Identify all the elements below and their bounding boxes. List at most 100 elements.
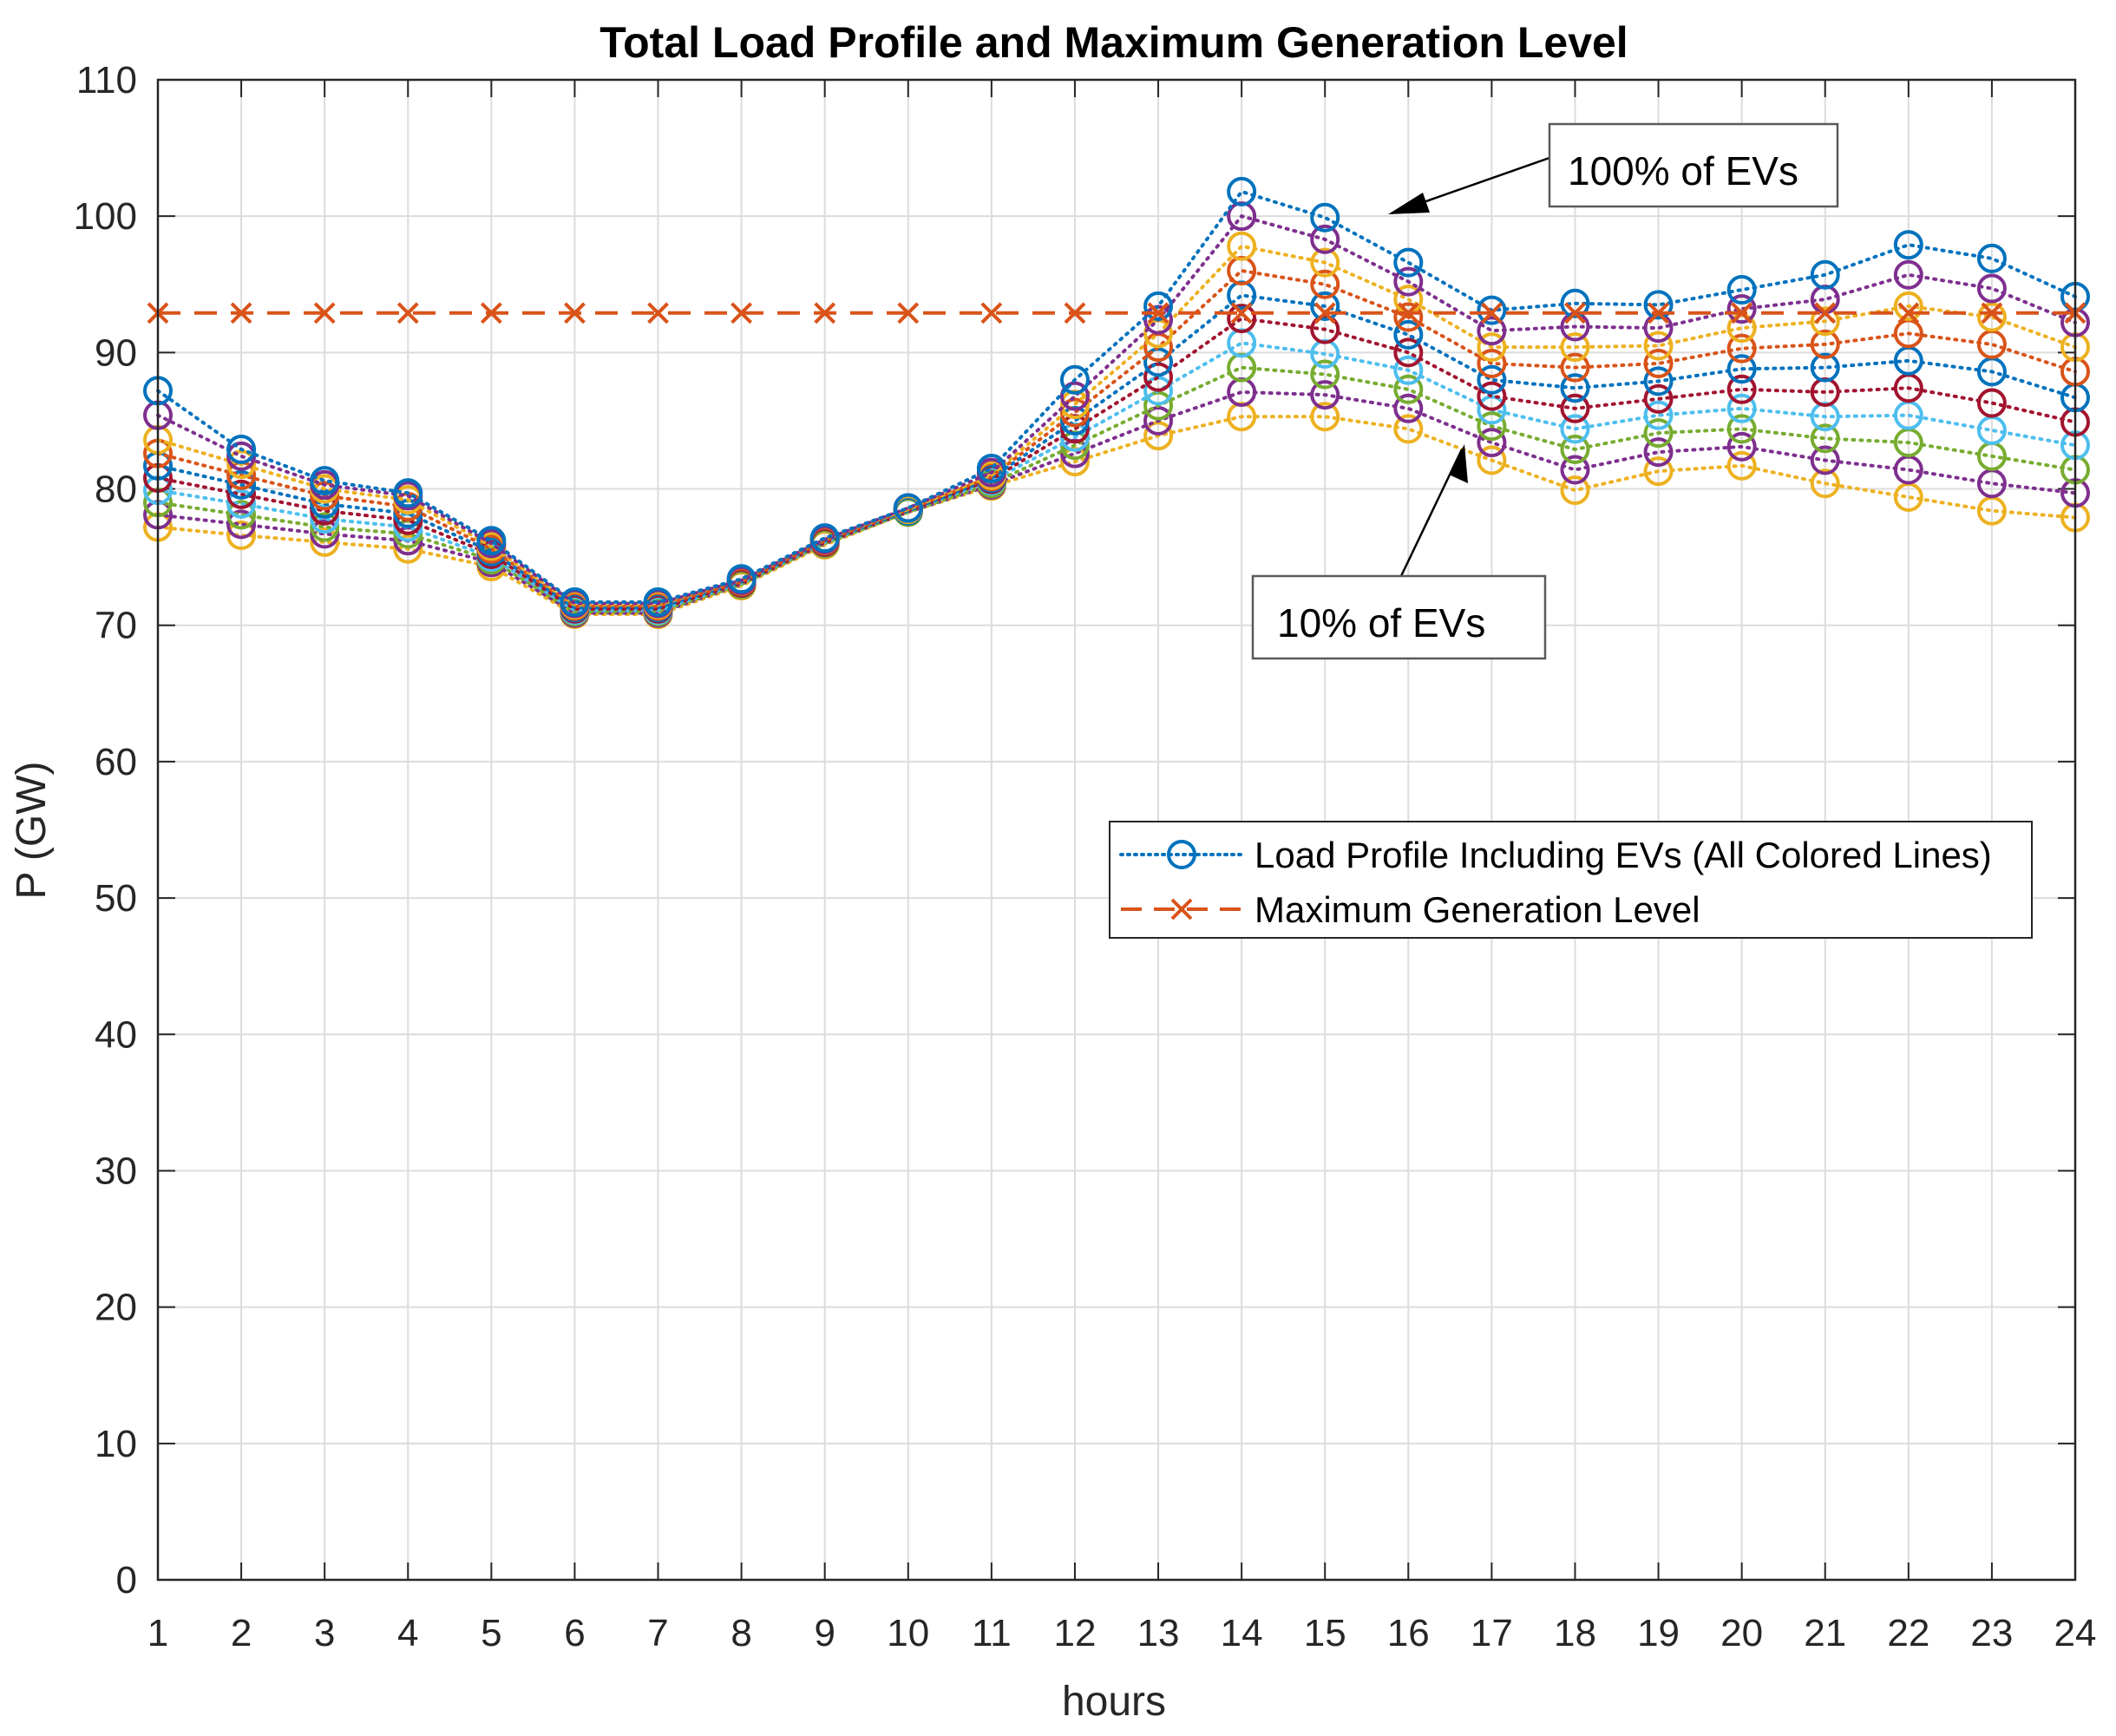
data-point [809,523,840,554]
data-point [1393,355,1424,385]
y-tick-label: 100 [74,195,137,238]
max-generation-marker [1313,302,1336,324]
y-tick-label: 90 [95,331,137,374]
y-tick-labels: 0 10 20 30 40 50 60 70 80 90 100 110 [74,59,137,1602]
max-generation-marker [1897,302,1920,324]
legend-box [1109,821,2033,939]
data-point [1643,348,1674,378]
data-point [1310,402,1340,432]
max-generation-marker [1564,302,1586,324]
data-point [1227,231,1257,261]
legend-max-marker [1170,898,1193,920]
data-point [1726,374,1757,404]
max-generation-marker [980,302,1003,324]
max-generation-marker [647,302,669,324]
y-tick-label: 30 [95,1150,137,1192]
series-path [156,213,2077,606]
data-point [393,478,423,508]
data-point [1810,352,1840,383]
max-generation-marker [1397,302,1419,324]
data-point [310,504,340,534]
data-point [1893,230,1923,260]
legend: Load Profile Including EVs (All Colored … [1109,821,2033,939]
max-generation-marker [564,302,586,324]
data-point [226,449,257,480]
series-path [156,365,2077,614]
series-line-10 [143,176,2090,618]
annotation-low-box [1251,574,1547,660]
data-point [1143,405,1174,436]
x-tick-label: 7 [647,1612,668,1654]
data-point [1726,354,1757,384]
data-point [1643,366,1674,396]
data-point [393,534,423,564]
data-point [1560,288,1590,318]
max-generation-marker [1230,302,1253,324]
plot-frame [156,78,2077,1582]
data-point [1810,259,1840,290]
data-point [226,500,257,530]
data-point [1310,380,1340,410]
data-point [1810,423,1840,454]
data-point [1477,428,1507,458]
data-point [1393,337,1424,368]
data-point [1227,176,1257,206]
max-generation-marker [730,302,753,324]
data-point [1560,455,1590,485]
x-tick-label: 6 [564,1612,585,1654]
data-point [1726,414,1757,444]
max-generation-marker [1147,302,1169,324]
chart-title: Total Load Profile and Maximum Generatio… [599,18,1628,67]
data-point [1059,397,1090,428]
data-point [1726,333,1757,364]
data-point [226,479,257,509]
x-tick-label: 1 [147,1612,168,1654]
data-point [1643,418,1674,449]
y-tick-label: 50 [95,877,137,920]
data-point [310,512,340,542]
x-tick-label: 11 [972,1612,1012,1654]
data-point [726,564,757,594]
annotation-low-text: 10% of EVs [1277,600,1485,645]
max-generation-series [147,302,2087,324]
data-point [310,466,340,496]
data-point [1810,468,1840,499]
annotation-high-box [1548,122,1839,208]
annotation-high-arrowhead [1388,193,1430,214]
max-generation-marker [814,302,836,324]
x-tick-label: 10 [887,1612,929,1654]
data-point [1310,359,1340,390]
data-point [1560,475,1590,506]
legend-load-text: Load Profile Including EVs (All Colored … [1255,835,1992,875]
data-point [1477,445,1507,475]
data-point [1143,390,1174,421]
data-point [1393,302,1424,332]
axis-ticks [157,79,2076,1581]
data-point [1976,273,2007,304]
data-point [476,526,507,556]
x-tick-label: 23 [1970,1612,2013,1654]
y-tick-label: 20 [95,1287,137,1329]
y-tick-label: 70 [95,605,137,647]
data-point [1726,450,1757,481]
x-tick-label: 17 [1471,1612,1513,1654]
data-point [1560,414,1590,444]
data-point [1477,364,1507,395]
x-tick-label: 20 [1720,1612,1763,1654]
x-tick-label: 15 [1304,1612,1346,1654]
data-point [1310,224,1340,254]
max-generation-marker [1814,302,1837,324]
annotation-high-text: 100% of EVs [1568,148,1798,193]
y-tick-label: 110 [76,59,137,102]
legend-max-text: Maximum Generation Level [1255,889,1700,930]
data-point [1310,247,1340,278]
y-tick-label: 0 [116,1559,137,1602]
data-point [1393,414,1424,444]
data-point [560,587,590,618]
data-point [976,453,1006,483]
y-tick-label: 10 [95,1423,137,1465]
data-point [1477,295,1507,325]
max-generation-marker [1731,302,1753,324]
data-point [1393,393,1424,423]
